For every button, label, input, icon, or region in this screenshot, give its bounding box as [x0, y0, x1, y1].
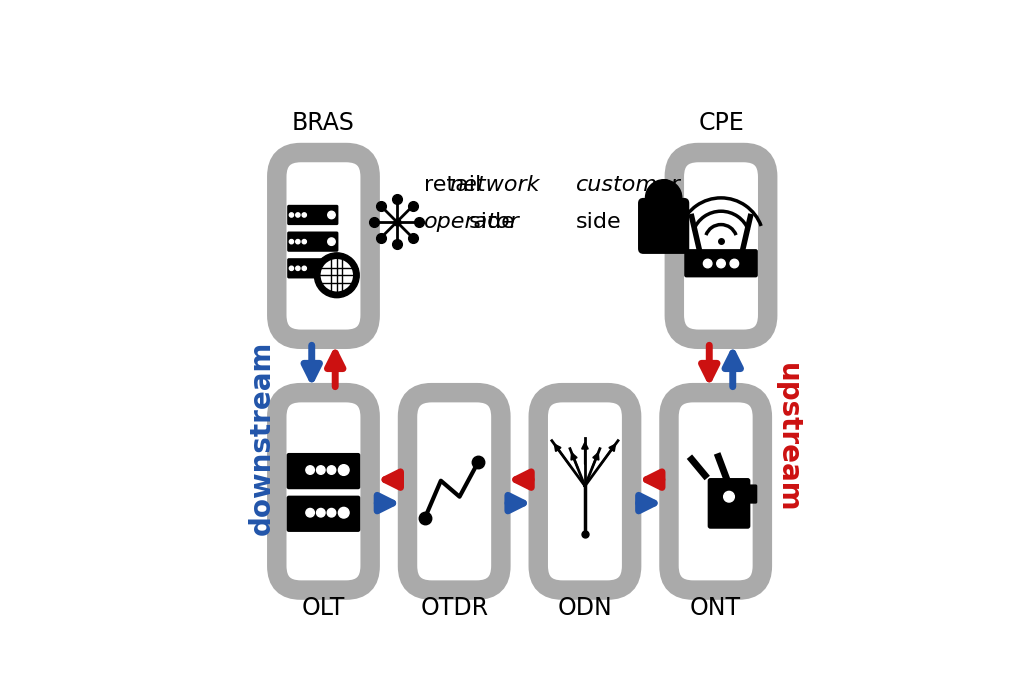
- Circle shape: [328, 265, 335, 272]
- FancyBboxPatch shape: [669, 393, 762, 590]
- FancyBboxPatch shape: [287, 258, 338, 279]
- Circle shape: [327, 509, 335, 517]
- FancyBboxPatch shape: [538, 393, 632, 590]
- Circle shape: [338, 507, 350, 518]
- FancyBboxPatch shape: [286, 453, 361, 489]
- Circle shape: [320, 258, 354, 292]
- Text: operator: operator: [424, 212, 520, 232]
- FancyBboxPatch shape: [286, 495, 361, 532]
- Circle shape: [327, 466, 335, 474]
- Text: side: side: [463, 212, 516, 232]
- Text: side: side: [576, 212, 622, 232]
- FancyBboxPatch shape: [287, 205, 338, 225]
- Circle shape: [328, 211, 335, 219]
- Circle shape: [328, 238, 335, 245]
- Text: OLT: OLT: [302, 596, 345, 620]
- FancyBboxPatch shape: [287, 231, 338, 252]
- FancyBboxPatch shape: [277, 393, 370, 590]
- Circle shape: [302, 213, 307, 217]
- Circle shape: [703, 259, 712, 267]
- Circle shape: [306, 466, 315, 474]
- Circle shape: [723, 491, 735, 502]
- Circle shape: [315, 253, 360, 298]
- Circle shape: [338, 465, 350, 475]
- Circle shape: [302, 240, 307, 244]
- Circle shape: [306, 509, 315, 517]
- Circle shape: [317, 509, 325, 517]
- Circle shape: [302, 266, 307, 270]
- Text: CPE: CPE: [698, 111, 744, 135]
- Circle shape: [645, 179, 682, 216]
- Text: downstream: downstream: [248, 341, 276, 535]
- Circle shape: [289, 213, 293, 217]
- Circle shape: [730, 259, 739, 267]
- FancyBboxPatch shape: [638, 198, 689, 254]
- Text: retail: retail: [424, 175, 488, 195]
- Text: OTDR: OTDR: [420, 596, 488, 620]
- Text: ODN: ODN: [557, 596, 612, 620]
- Text: upstream: upstream: [774, 363, 802, 513]
- FancyBboxPatch shape: [277, 152, 370, 340]
- FancyBboxPatch shape: [707, 478, 750, 529]
- Circle shape: [289, 240, 293, 244]
- FancyBboxPatch shape: [675, 152, 767, 340]
- FancyBboxPatch shape: [684, 249, 758, 277]
- Circle shape: [296, 213, 300, 217]
- Circle shape: [317, 466, 325, 474]
- Circle shape: [289, 266, 293, 270]
- FancyBboxPatch shape: [408, 393, 501, 590]
- Circle shape: [296, 240, 300, 244]
- Text: BRAS: BRAS: [292, 111, 355, 135]
- Text: network: network: [449, 175, 540, 195]
- Circle shape: [716, 259, 726, 267]
- FancyBboxPatch shape: [738, 484, 757, 504]
- Circle shape: [296, 266, 300, 270]
- Text: customer: customer: [576, 175, 681, 195]
- Text: ONT: ONT: [690, 596, 741, 620]
